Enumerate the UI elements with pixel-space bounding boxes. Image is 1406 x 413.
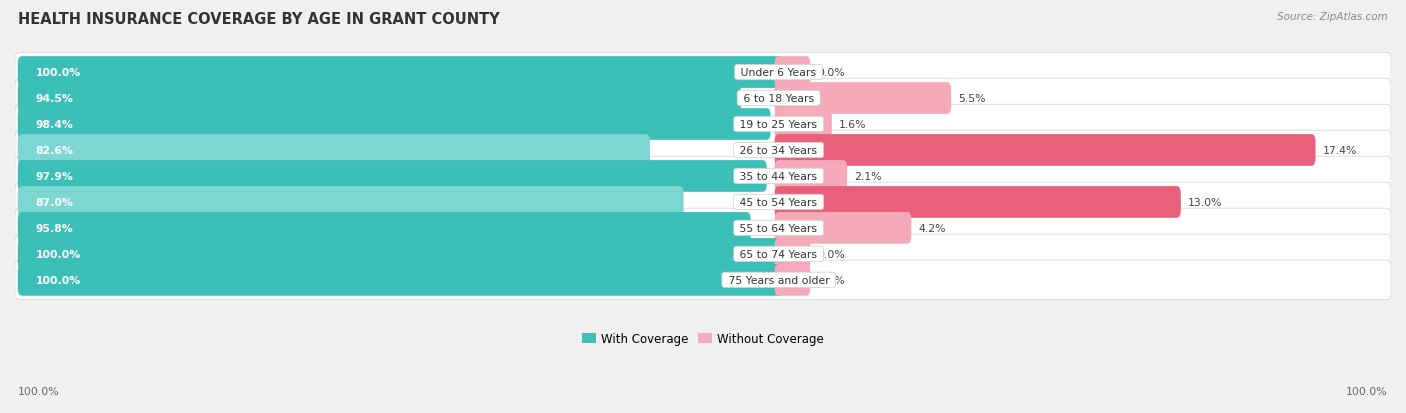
Text: 94.5%: 94.5% xyxy=(35,94,73,104)
FancyBboxPatch shape xyxy=(775,83,952,114)
Text: 97.9%: 97.9% xyxy=(35,171,73,182)
FancyBboxPatch shape xyxy=(18,213,751,244)
FancyBboxPatch shape xyxy=(775,213,911,244)
FancyBboxPatch shape xyxy=(775,161,846,192)
FancyBboxPatch shape xyxy=(775,57,810,89)
FancyBboxPatch shape xyxy=(15,79,1391,119)
Text: 100.0%: 100.0% xyxy=(35,68,82,78)
FancyBboxPatch shape xyxy=(18,83,741,114)
FancyBboxPatch shape xyxy=(18,187,683,218)
Text: 6 to 18 Years: 6 to 18 Years xyxy=(740,94,817,104)
Text: Under 6 Years: Under 6 Years xyxy=(737,68,820,78)
Text: 0.0%: 0.0% xyxy=(817,249,845,259)
Text: 100.0%: 100.0% xyxy=(35,275,82,285)
Text: Source: ZipAtlas.com: Source: ZipAtlas.com xyxy=(1277,12,1388,22)
FancyBboxPatch shape xyxy=(18,161,766,192)
Text: 13.0%: 13.0% xyxy=(1188,197,1222,207)
FancyBboxPatch shape xyxy=(18,57,783,89)
Text: 100.0%: 100.0% xyxy=(1346,387,1388,396)
Text: 5.5%: 5.5% xyxy=(957,94,986,104)
FancyBboxPatch shape xyxy=(18,109,770,140)
Text: 65 to 74 Years: 65 to 74 Years xyxy=(737,249,821,259)
Text: 0.0%: 0.0% xyxy=(817,68,845,78)
Text: 100.0%: 100.0% xyxy=(18,387,60,396)
FancyBboxPatch shape xyxy=(18,135,650,166)
Text: 75 Years and older: 75 Years and older xyxy=(724,275,832,285)
Legend: With Coverage, Without Coverage: With Coverage, Without Coverage xyxy=(578,328,828,350)
Text: 100.0%: 100.0% xyxy=(35,249,82,259)
FancyBboxPatch shape xyxy=(775,264,810,296)
FancyBboxPatch shape xyxy=(775,109,832,140)
Text: 55 to 64 Years: 55 to 64 Years xyxy=(737,223,821,233)
FancyBboxPatch shape xyxy=(15,261,1391,300)
FancyBboxPatch shape xyxy=(15,105,1391,145)
Text: 45 to 54 Years: 45 to 54 Years xyxy=(737,197,821,207)
FancyBboxPatch shape xyxy=(775,135,1316,166)
FancyBboxPatch shape xyxy=(18,264,783,296)
FancyBboxPatch shape xyxy=(775,238,810,270)
Text: 35 to 44 Years: 35 to 44 Years xyxy=(737,171,821,182)
Text: 17.4%: 17.4% xyxy=(1323,146,1357,156)
FancyBboxPatch shape xyxy=(15,235,1391,274)
FancyBboxPatch shape xyxy=(18,238,783,270)
Text: 82.6%: 82.6% xyxy=(35,146,73,156)
Text: 87.0%: 87.0% xyxy=(35,197,73,207)
FancyBboxPatch shape xyxy=(775,187,1181,218)
FancyBboxPatch shape xyxy=(15,209,1391,248)
Text: 0.0%: 0.0% xyxy=(817,275,845,285)
Text: 1.6%: 1.6% xyxy=(838,120,866,130)
Text: 95.8%: 95.8% xyxy=(35,223,73,233)
Text: HEALTH INSURANCE COVERAGE BY AGE IN GRANT COUNTY: HEALTH INSURANCE COVERAGE BY AGE IN GRAN… xyxy=(18,12,501,27)
FancyBboxPatch shape xyxy=(15,157,1391,196)
Text: 26 to 34 Years: 26 to 34 Years xyxy=(737,146,821,156)
Text: 98.4%: 98.4% xyxy=(35,120,73,130)
Text: 2.1%: 2.1% xyxy=(853,171,882,182)
FancyBboxPatch shape xyxy=(15,53,1391,93)
Text: 19 to 25 Years: 19 to 25 Years xyxy=(737,120,821,130)
Text: 4.2%: 4.2% xyxy=(918,223,946,233)
FancyBboxPatch shape xyxy=(15,183,1391,222)
FancyBboxPatch shape xyxy=(15,131,1391,170)
